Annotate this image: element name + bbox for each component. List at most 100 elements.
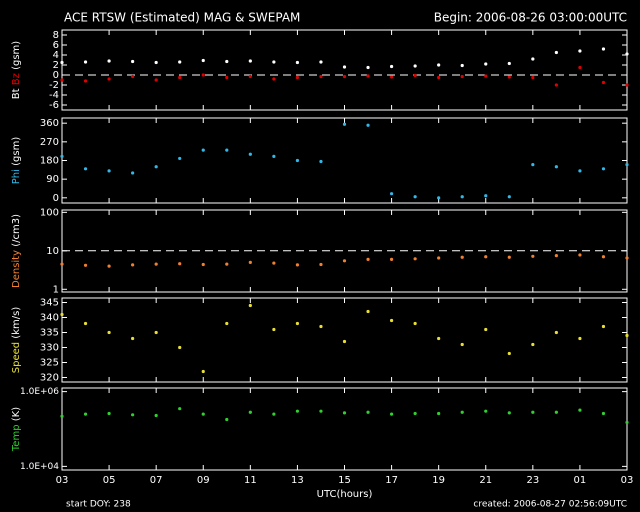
data-point — [342, 122, 347, 126]
data-point — [83, 60, 88, 64]
data-point — [531, 254, 535, 258]
data-point — [342, 65, 347, 69]
data-point — [131, 59, 135, 64]
data-point — [60, 78, 64, 82]
data-point — [601, 167, 606, 171]
data-point — [554, 50, 558, 55]
data-point — [201, 262, 205, 267]
y-tick-label: 0 — [53, 70, 59, 81]
data-point — [460, 410, 464, 414]
data-point — [107, 330, 111, 335]
x-axis-label: UTC(hours) — [317, 489, 373, 500]
data-point — [225, 321, 229, 326]
y-tick-label: -6 — [49, 100, 59, 111]
data-point — [484, 327, 488, 332]
data-point — [319, 74, 323, 79]
data-point — [413, 64, 417, 68]
data-point — [484, 62, 488, 66]
data-point — [107, 77, 111, 81]
x-tick-label: 23 — [526, 475, 539, 486]
data-point — [272, 412, 276, 416]
data-point — [389, 318, 394, 323]
data-point — [201, 412, 205, 416]
y-tick-label: 10 — [46, 246, 59, 257]
x-tick-label: 15 — [338, 475, 351, 486]
data-point — [131, 336, 135, 341]
y-tick-label: 90 — [46, 174, 59, 185]
data-point — [484, 74, 488, 78]
data-point — [295, 75, 300, 80]
legend-entry: Phi — [11, 169, 22, 184]
data-point — [484, 194, 488, 198]
data-point — [272, 327, 276, 332]
data-point — [366, 257, 370, 261]
data-point — [83, 263, 88, 267]
legend-entry: Temp — [11, 424, 22, 452]
data-point — [342, 74, 347, 79]
data-point — [83, 79, 88, 83]
y-tick-label: 1.0E+04 — [20, 462, 59, 472]
x-tick-label: 05 — [103, 475, 116, 486]
data-point — [578, 65, 582, 70]
data-point — [625, 83, 629, 87]
data-point — [578, 408, 582, 412]
data-point — [201, 73, 205, 77]
data-point — [460, 74, 464, 79]
data-point — [225, 148, 229, 152]
data-point — [342, 339, 347, 344]
data-point — [225, 59, 229, 64]
data-point — [366, 123, 370, 127]
data-point — [201, 148, 205, 152]
data-point — [437, 75, 441, 80]
data-point — [295, 263, 300, 267]
data-point — [131, 171, 135, 175]
x-tick-label: 03 — [621, 475, 634, 486]
x-tick-label: 11 — [244, 475, 257, 486]
data-point — [178, 75, 182, 80]
data-point — [625, 52, 629, 56]
y-tick-label: 2 — [53, 60, 59, 71]
data-point — [248, 74, 252, 79]
x-tick-label: 17 — [385, 475, 398, 486]
data-point — [413, 411, 417, 416]
data-point — [319, 262, 323, 267]
begin-time: Begin: 2006-08-26 03:00:00UTC — [434, 11, 627, 25]
y-axis-label: Speed (km/s) — [11, 307, 22, 374]
data-point — [83, 321, 88, 326]
created-time: created: 2006-08-27 02:56:09UTC — [473, 500, 627, 510]
data-point — [154, 165, 158, 169]
data-point — [437, 196, 441, 200]
data-point — [460, 63, 464, 68]
y-axis-unit: (/cm3) — [11, 214, 22, 247]
data-point — [131, 413, 135, 417]
data-point — [107, 411, 111, 416]
data-point — [460, 342, 464, 347]
data-point — [295, 60, 300, 65]
y-tick-label: 4 — [53, 50, 59, 61]
data-point — [554, 410, 558, 414]
data-point — [319, 409, 323, 413]
data-point — [531, 57, 535, 61]
y-tick-label: 340 — [40, 313, 59, 324]
data-point — [366, 65, 370, 70]
data-point — [154, 78, 158, 82]
data-point — [389, 257, 394, 261]
y-tick-label: -4 — [49, 90, 59, 101]
data-point — [60, 60, 64, 65]
y-tick-label: 100 — [40, 207, 59, 218]
data-point — [601, 324, 606, 329]
data-point — [60, 414, 64, 418]
y-axis-label: Density (/cm3) — [11, 214, 22, 288]
legend-entry: Speed — [11, 342, 22, 373]
data-point — [601, 80, 606, 85]
data-point — [507, 61, 511, 66]
y-tick-label: 345 — [40, 298, 59, 309]
y-tick-label: 320 — [40, 373, 59, 384]
data-point — [272, 60, 276, 64]
data-point — [83, 412, 88, 416]
data-point — [484, 409, 488, 413]
data-point — [248, 152, 252, 156]
y-axis-unit: (gsm) — [11, 41, 22, 70]
data-point — [413, 73, 417, 78]
title: ACE RTSW (Estimated) MAG & SWEPAM — [64, 11, 300, 25]
